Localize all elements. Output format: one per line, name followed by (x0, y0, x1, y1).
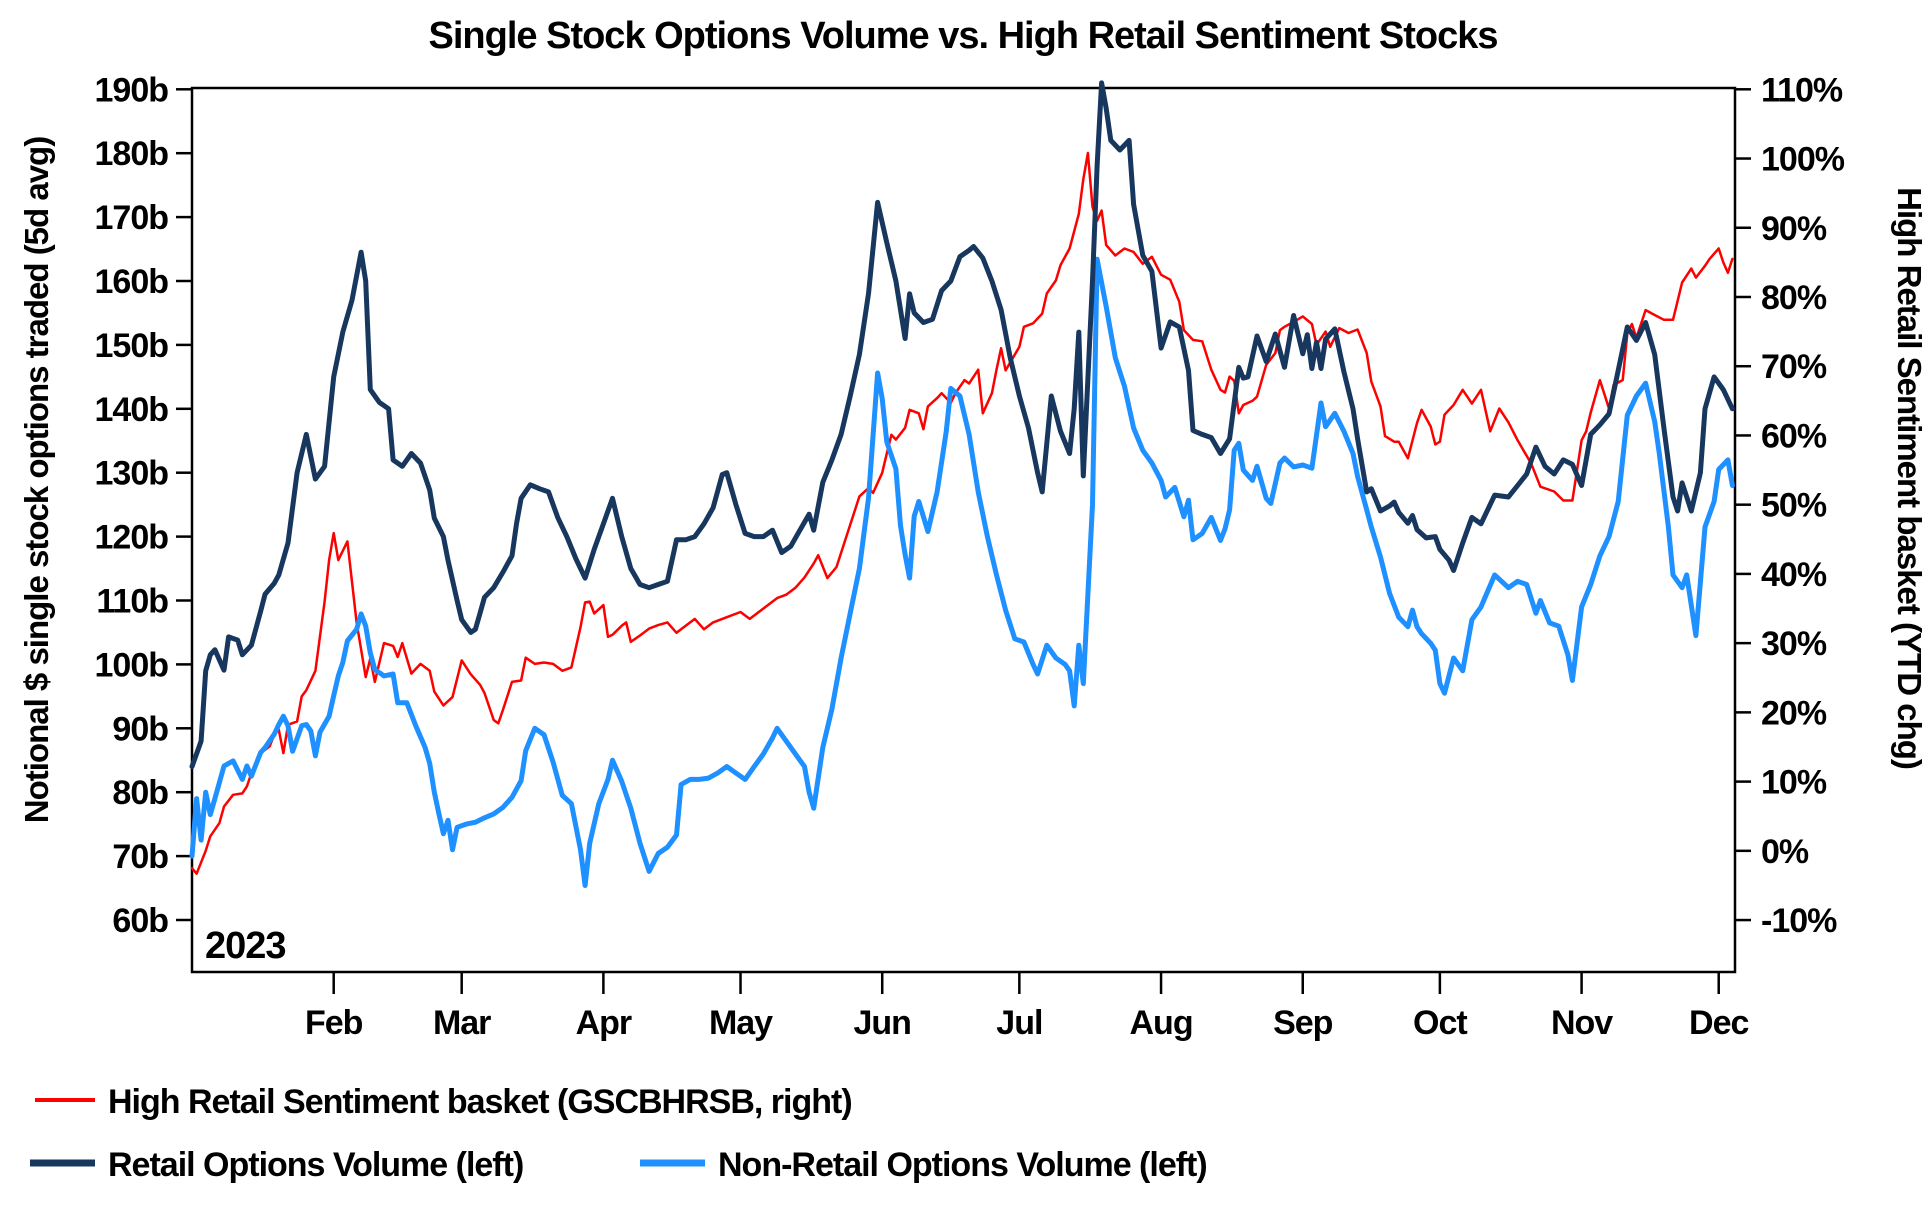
left-axis-tick-label: 170b (95, 199, 169, 237)
x-axis-tick-label: Dec (1689, 1004, 1748, 1042)
x-axis-tick-label: Oct (1413, 1004, 1467, 1042)
legend-label-non-retail-options-volume: Non-Retail Options Volume (left) (718, 1146, 1207, 1184)
series-line-high-retail-sentiment-basket-gscbhrsb-right (190, 151, 1734, 875)
left-axis-tick-label: 140b (95, 391, 169, 429)
left-axis-tick-label: 90b (112, 710, 168, 748)
right-axis-tick-label: 70% (1761, 348, 1827, 386)
right-axis-tick-label: 10% (1761, 764, 1827, 802)
left-axis-tick-label: 190b (95, 71, 169, 109)
x-axis-tick-label: Mar (433, 1004, 491, 1042)
legend-label-high-retail-sentiment: High Retail Sentiment basket (GSCBHRSB, … (108, 1083, 852, 1121)
right-axis-ticks: 110% 100% 90% 80% 70% 60% 50% 40% 30% 20% 10% 0% -10… (1735, 71, 1846, 940)
legend: High Retail Sentiment basket (GSCBHRSB, … (30, 1083, 1208, 1184)
right-axis-tick-label: 110% (1761, 71, 1843, 109)
chart-title: Single Stock Options Volume vs. High Ret… (429, 15, 1498, 57)
x-axis-tick-label: Nov (1551, 1004, 1613, 1042)
plot-frame (190, 86, 1737, 974)
right-axis-tick-label: 60% (1761, 417, 1827, 455)
left-axis-tick-label: 150b (95, 327, 169, 365)
x-axis-tick-label: Sep (1273, 1004, 1333, 1042)
left-axis-tick-label: 110b (96, 583, 168, 621)
right-axis-tick-label: 0% (1761, 833, 1809, 871)
left-axis-ticks: 190b 180b 170b 160b 150b 140b 130b 120b 110b 100b… (95, 71, 192, 940)
left-axis-tick-label: 80b (112, 774, 168, 812)
x-axis-tick-label: Aug (1130, 1004, 1193, 1042)
right-axis-tick-label: -10% (1761, 902, 1837, 940)
right-axis-tick-label: 100% (1761, 141, 1845, 179)
x-axis-tick-label: Feb (305, 1004, 363, 1042)
left-axis-tick-label: 100b (95, 646, 169, 684)
x-axis-tick-label: Jul (996, 1004, 1042, 1042)
legend-label-retail-options-volume: Retail Options Volume (left) (108, 1146, 523, 1184)
series-line-retail-options-volume-left (189, 80, 1735, 770)
left-axis-tick-label: 130b (95, 455, 169, 493)
right-axis-tick-label: 30% (1761, 625, 1827, 663)
x-axis-ticks: Feb Mar Apr May Jun Jul Aug Sep Oct Nov Dec (305, 972, 1749, 1042)
left-axis-tick-label: 60b (112, 902, 168, 940)
x-axis-tick-label: May (709, 1004, 773, 1042)
series-lines (189, 80, 1735, 888)
right-axis-tick-label: 80% (1761, 279, 1827, 317)
left-axis-tick-label: 160b (95, 263, 169, 301)
right-axis-tick-label: 50% (1761, 487, 1827, 525)
year-label: 2023 (205, 925, 286, 967)
right-axis-tick-label: 90% (1761, 210, 1827, 248)
left-axis-tick-label: 70b (112, 838, 168, 876)
right-axis-tick-label: 20% (1761, 694, 1827, 732)
left-axis-title: Notional $ single stock options traded (… (18, 137, 55, 823)
x-axis-tick-label: Jun (853, 1004, 910, 1042)
left-axis-tick-label: 180b (95, 135, 169, 173)
right-axis-tick-label: 40% (1761, 556, 1827, 594)
x-axis-tick-label: Apr (576, 1004, 632, 1042)
series-line-non-retail-options-volume-left (189, 256, 1735, 888)
right-axis-title: High Retail Sentiment basket (YTD chg) (1891, 187, 1928, 769)
left-axis-tick-label: 120b (95, 519, 169, 557)
